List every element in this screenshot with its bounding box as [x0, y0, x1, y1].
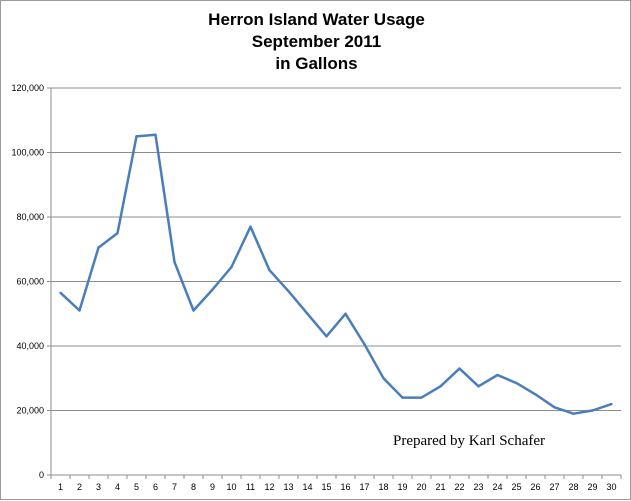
chart-title-line-1: Herron Island Water Usage — [208, 10, 425, 29]
x-tick-label: 14 — [302, 482, 312, 492]
data-point — [135, 135, 138, 138]
y-axis-ticks: 0 20,000 40,000 60,000 80,000 100,000 120,000 — [11, 83, 51, 480]
data-point — [268, 269, 271, 272]
y-tick-label: 60,000 — [16, 277, 44, 287]
data-point — [192, 309, 195, 312]
data-point — [344, 312, 347, 315]
credit-text: Prepared by Karl Schafer — [393, 433, 546, 449]
data-point — [173, 260, 176, 264]
data-point — [553, 406, 556, 409]
chart-title: Herron Island Water Usage September 2011… — [1, 9, 631, 75]
x-tick-label: 5 — [134, 482, 139, 492]
data-point — [572, 412, 575, 415]
data-point — [211, 288, 214, 291]
x-tick-label: 25 — [511, 482, 521, 492]
y-tick-label: 20,000 — [16, 406, 44, 416]
x-tick-label: 28 — [568, 482, 578, 492]
y-tick-label: 40,000 — [16, 341, 44, 351]
x-tick-label: 19 — [397, 482, 407, 492]
x-tick-label: 22 — [454, 482, 464, 492]
data-point — [363, 343, 366, 346]
data-point — [382, 377, 385, 380]
y-tick-label: 80,000 — [16, 212, 44, 222]
x-tick-label: 29 — [587, 482, 597, 492]
data-point — [496, 373, 499, 377]
data-point — [401, 396, 404, 399]
x-tick-label: 10 — [226, 482, 236, 492]
data-point — [420, 396, 423, 399]
y-tick-label: 0 — [39, 470, 44, 480]
data-point — [116, 231, 119, 235]
x-tick-label: 18 — [378, 482, 388, 492]
y-tick-label: 100,000 — [11, 148, 44, 158]
chart-title-line-3: in Gallons — [275, 54, 358, 73]
x-tick-label: 23 — [473, 482, 483, 492]
x-tick-label: 4 — [115, 482, 120, 492]
data-point — [610, 402, 613, 406]
data-point — [59, 291, 62, 294]
x-tick-label: 21 — [435, 482, 445, 492]
data-point — [591, 409, 594, 412]
chart-title-line-2: September 2011 — [251, 32, 382, 51]
data-point — [534, 393, 537, 396]
x-tick-label: 9 — [210, 482, 215, 492]
x-tick-label: 12 — [264, 482, 274, 492]
data-series — [59, 133, 613, 415]
data-point — [477, 385, 480, 388]
data-point — [97, 246, 100, 249]
x-tick-label: 26 — [530, 482, 540, 492]
x-tick-label: 1 — [58, 482, 63, 492]
data-point — [249, 225, 252, 228]
x-tick-label: 8 — [191, 482, 196, 492]
x-tick-label: 17 — [359, 482, 369, 492]
x-tick-label: 16 — [340, 482, 350, 492]
data-point — [154, 133, 157, 136]
data-point — [325, 335, 328, 338]
x-tick-label: 3 — [96, 482, 101, 492]
x-tick-label: 6 — [153, 482, 158, 492]
data-point — [78, 309, 81, 312]
data-point — [439, 385, 442, 388]
x-tick-label: 13 — [283, 482, 293, 492]
x-axis-ticks: 1 2 3 4 5 6 7 8 9 10 11 12 13 14 15 16 17 18 19 20 21 22 23 24 2… — [50, 475, 622, 492]
data-point — [458, 367, 461, 370]
x-tick-label: 15 — [321, 482, 331, 492]
data-point — [306, 312, 309, 315]
y-tick-label: 120,000 — [11, 83, 44, 93]
series-line — [59, 133, 612, 415]
data-point — [515, 381, 518, 385]
gridlines — [51, 87, 621, 411]
x-tick-label: 2 — [77, 482, 82, 492]
x-tick-label: 24 — [492, 482, 502, 492]
data-point — [287, 289, 290, 293]
x-tick-label: 7 — [172, 482, 177, 492]
x-tick-label: 27 — [549, 482, 559, 492]
x-tick-label: 20 — [416, 482, 426, 492]
x-tick-label: 30 — [606, 482, 616, 492]
x-tick-label: 11 — [246, 482, 255, 492]
data-point — [230, 265, 233, 269]
